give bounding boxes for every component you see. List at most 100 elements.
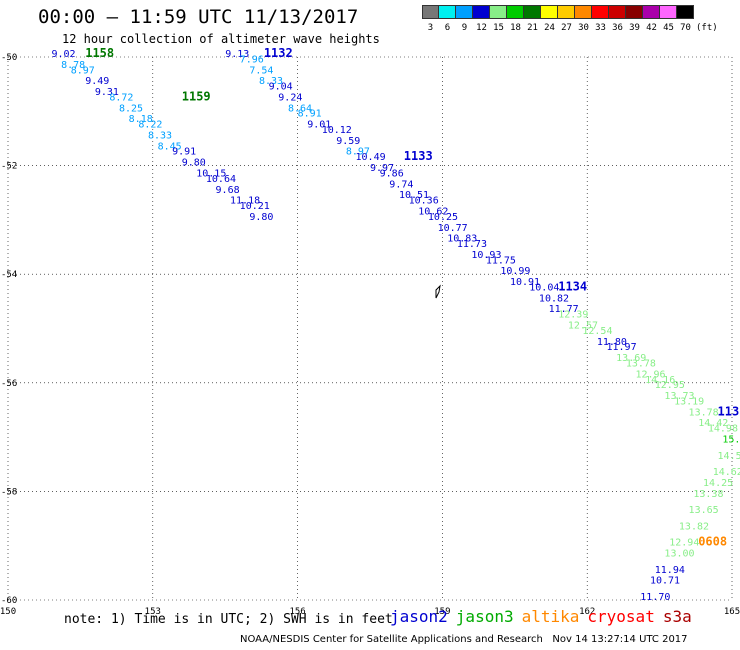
wave-height-point: 11.80 xyxy=(597,337,627,348)
legend-label: 24 xyxy=(544,23,555,33)
wave-height-point: 11.97 xyxy=(607,342,637,353)
x-tick-label: 165 xyxy=(724,607,740,617)
page-title: 00:00 – 11:59 UTC 11/13/2017 xyxy=(38,6,359,28)
wave-height-point: 8.45 xyxy=(158,141,182,152)
wave-height-point: 9.04 xyxy=(269,82,293,93)
satellite-legend-item: jason2 xyxy=(390,607,448,626)
wave-height-point: 10.83 xyxy=(447,234,477,245)
legend-label: 15 xyxy=(493,23,504,33)
wave-height-point: 10.49 xyxy=(356,152,386,163)
wave-height-point: 9.24 xyxy=(278,92,302,103)
wave-height-point: 8.25 xyxy=(119,103,143,114)
wave-height-point: 9.74 xyxy=(389,179,413,190)
wave-height-point: 12.96 xyxy=(635,369,665,380)
legend-label: 21 xyxy=(527,23,538,33)
wave-height-point: 9.01 xyxy=(307,120,331,131)
legend-swatch xyxy=(439,5,456,19)
legend-swatch xyxy=(507,5,524,19)
wave-height-point: 12.39 xyxy=(558,310,588,321)
wave-height-point: 14.42 xyxy=(698,418,728,429)
legend-swatch xyxy=(456,5,473,19)
legend-label: 9 xyxy=(461,23,468,33)
track-id-label: 1134 xyxy=(558,279,587,293)
wave-height-point: 9.80 xyxy=(249,212,273,223)
wave-height-point: 8.64 xyxy=(288,103,312,114)
wave-height-point: 10.51 xyxy=(399,190,429,201)
chart-grid xyxy=(7,56,733,601)
y-tick-label: -52 xyxy=(1,162,17,172)
wave-height-point: 14.98 xyxy=(708,424,738,435)
wave-height-point: 9.13 xyxy=(225,49,249,60)
legend-label: 33 xyxy=(595,23,606,33)
wave-height-point: 10.91 xyxy=(510,277,540,288)
wave-height-point: 8.97 xyxy=(71,65,95,76)
legend-label: 36 xyxy=(612,23,623,33)
units-note: note: 1) Time is in UTC; 2) SWH is in fe… xyxy=(64,612,393,627)
legend-swatch xyxy=(575,5,592,19)
satellite-legend-item: altika xyxy=(521,607,580,626)
legend-label: 45 xyxy=(663,23,674,33)
wave-height-point: 8.18 xyxy=(129,114,153,125)
wave-height-point: 12.54 xyxy=(582,326,612,337)
wave-height-point: 9.68 xyxy=(216,185,240,196)
page-subtitle: 12 hour collection of altimeter wave hei… xyxy=(62,32,380,46)
legend-swatch xyxy=(473,5,490,19)
wave-height-point: 14.16 xyxy=(645,375,675,386)
wave-height-point: 10.25 xyxy=(428,212,458,223)
legend-label: 42 xyxy=(646,23,657,33)
credit-line: NOAA/NESDIS Center for Satellite Applica… xyxy=(240,634,688,645)
wave-height-point: 12.95 xyxy=(655,380,685,391)
wave-height-point: 10.99 xyxy=(500,266,530,277)
wave-height-point: 14.25 xyxy=(703,478,733,489)
wave-height-point: 10.21 xyxy=(240,201,270,212)
data-points: 9.028.788.979.499.318.728.258.188.228.33… xyxy=(51,49,740,603)
y-tick-label: -60 xyxy=(1,596,17,606)
wave-height-point: 8.33 xyxy=(259,76,283,87)
wave-height-point: 9.86 xyxy=(380,168,404,179)
wave-height-point: 12.94 xyxy=(669,538,699,549)
wave-height-point: 9.49 xyxy=(85,76,109,87)
wave-height-point: 7.96 xyxy=(240,54,264,65)
wave-height-point: 8.22 xyxy=(138,120,162,131)
wave-height-point: 14.62 xyxy=(713,467,740,478)
legend-swatch xyxy=(422,5,439,19)
wave-height-point: 9.02 xyxy=(51,49,75,60)
wave-height-point: 8.91 xyxy=(298,109,322,120)
track-id-label: 1135 xyxy=(718,404,740,418)
y-tick-label: -50 xyxy=(1,53,17,63)
track-labels: 1158 1159 1132 1133 1134 1135 0608 xyxy=(85,46,740,549)
wave-height-point: 9.91 xyxy=(172,147,196,158)
wave-height-point: 10.93 xyxy=(471,250,501,261)
wave-height-point: 8.97 xyxy=(346,147,370,158)
x-tick-label: 150 xyxy=(0,607,16,617)
satellite-legend-item: cryosat xyxy=(587,607,655,626)
wave-height-point: 13.78 xyxy=(626,359,656,370)
satellite-legend: jason2 jason3 altika cryosat s3a xyxy=(390,607,700,626)
track-id-label: 1159 xyxy=(182,89,211,103)
wave-height-point: 13.19 xyxy=(674,397,704,408)
wave-height-point: 13.73 xyxy=(664,391,694,402)
track-id-label: 1132 xyxy=(264,46,293,60)
legend-swatch xyxy=(541,5,558,19)
track-id-label: 0608 xyxy=(698,535,727,549)
legend-swatch xyxy=(626,5,643,19)
y-tick-label: -54 xyxy=(1,270,17,280)
legend-swatch xyxy=(592,5,609,19)
wave-height-point: 13.65 xyxy=(689,505,719,516)
wave-height-point: 11.18 xyxy=(230,196,260,207)
wave-height-point: 12.57 xyxy=(568,321,598,332)
legend-swatch xyxy=(660,5,677,19)
satellite-legend-item: jason3 xyxy=(455,607,514,626)
legend-label: 30 xyxy=(578,23,589,33)
x-tick-label: 159 xyxy=(434,607,450,617)
y-tick-label: -56 xyxy=(1,379,17,389)
wave-height-point: 11.94 xyxy=(655,565,685,576)
track-id-label: 1133 xyxy=(404,149,433,163)
wave-height-point: 10.36 xyxy=(409,196,439,207)
track-id-label: 1158 xyxy=(85,46,114,60)
satellite-legend-item: s3a xyxy=(662,607,692,626)
legend-unit: (ft) xyxy=(696,23,718,33)
wave-height-point: 10.82 xyxy=(539,293,569,304)
legend-label: 3 xyxy=(427,23,434,33)
legend-swatch xyxy=(609,5,626,19)
